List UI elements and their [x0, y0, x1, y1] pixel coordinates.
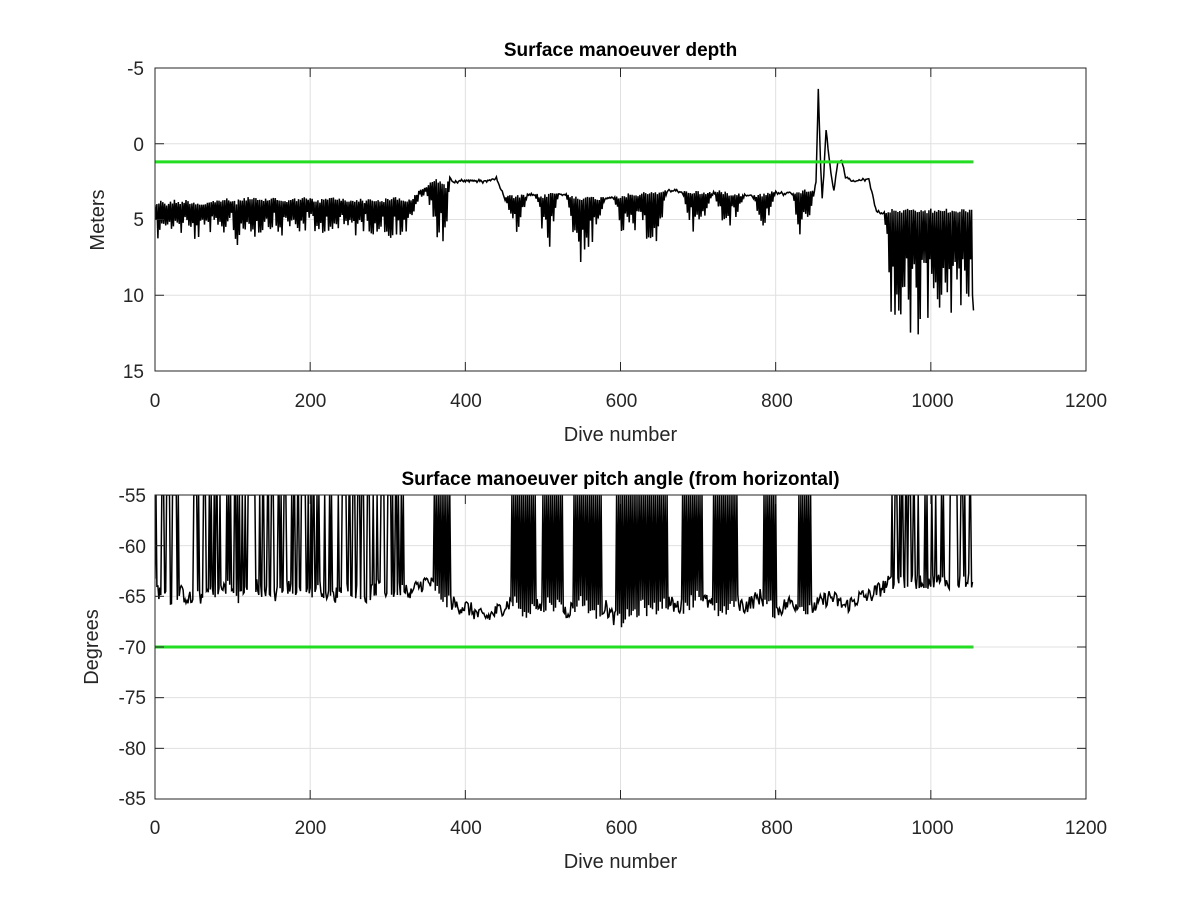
depth-xtick-label: 400	[450, 391, 482, 412]
pitch-ytick-label: -65	[119, 587, 146, 608]
depth-series-line	[155, 88, 975, 335]
pitch-xtick-label: 400	[450, 818, 482, 839]
pitch-ytick-label: -60	[119, 537, 146, 558]
depth-panel: Surface manoeuver depth Dive number Mete…	[87, 40, 1107, 446]
pitch-xtick-label: 0	[150, 818, 161, 839]
depth-xtick-labels: 0 200 400 600 800 1000 1200	[150, 391, 1107, 412]
pitch-panel: Surface manoeuver pitch angle (from hori…	[81, 469, 1107, 873]
depth-xtick-label: 600	[606, 391, 638, 412]
depth-title: Surface manoeuver depth	[504, 40, 737, 61]
depth-xtick-label: 0	[150, 391, 161, 412]
pitch-ylabel: Degrees	[81, 609, 103, 685]
pitch-ytick-label: -55	[119, 486, 146, 507]
depth-data-layer	[155, 88, 975, 335]
depth-xtick-label: 1200	[1065, 391, 1107, 412]
pitch-title: Surface manoeuver pitch angle (from hori…	[401, 469, 839, 490]
depth-xlabel: Dive number	[564, 424, 678, 446]
pitch-ytick-label: -80	[119, 739, 146, 760]
pitch-xtick-label: 1000	[911, 818, 953, 839]
depth-plot-area	[154, 67, 1087, 372]
depth-ytick-label: -5	[127, 59, 144, 80]
depth-ytick-label: 15	[123, 362, 144, 383]
depth-xtick-label: 1000	[911, 391, 953, 412]
pitch-xtick-label: 200	[295, 818, 327, 839]
depth-ytick-label: 10	[123, 286, 144, 307]
pitch-xtick-labels: 0 200 400 600 800 1000 1200	[150, 818, 1107, 839]
pitch-xlabel: Dive number	[564, 851, 678, 873]
depth-ytick-label: 0	[133, 135, 144, 156]
depth-xtick-label: 200	[295, 391, 327, 412]
depth-ytick-label: 5	[133, 210, 144, 231]
pitch-series-line	[155, 495, 974, 628]
pitch-data-layer	[155, 495, 974, 649]
depth-ylabel: Meters	[87, 189, 109, 250]
pitch-ytick-label: -70	[119, 638, 146, 659]
pitch-ytick-labels: -55 -60 -65 -70 -75 -80 -85	[119, 486, 146, 810]
pitch-ytick-label: -85	[119, 789, 146, 810]
pitch-xtick-label: 600	[606, 818, 638, 839]
pitch-xtick-label: 1200	[1065, 818, 1107, 839]
pitch-ytick-label: -75	[119, 688, 146, 709]
pitch-xtick-label: 800	[761, 818, 793, 839]
depth-xtick-label: 800	[761, 391, 793, 412]
pitch-plot-area	[154, 494, 1087, 800]
depth-ytick-labels: -5 0 5 10 15	[123, 59, 144, 383]
